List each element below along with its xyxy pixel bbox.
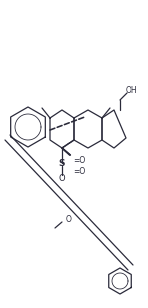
Text: O: O <box>66 214 72 224</box>
Text: S: S <box>59 159 65 168</box>
Text: O: O <box>59 173 65 183</box>
Text: =O: =O <box>73 156 85 164</box>
Text: =O: =O <box>73 167 85 176</box>
Text: OH: OH <box>126 86 138 95</box>
